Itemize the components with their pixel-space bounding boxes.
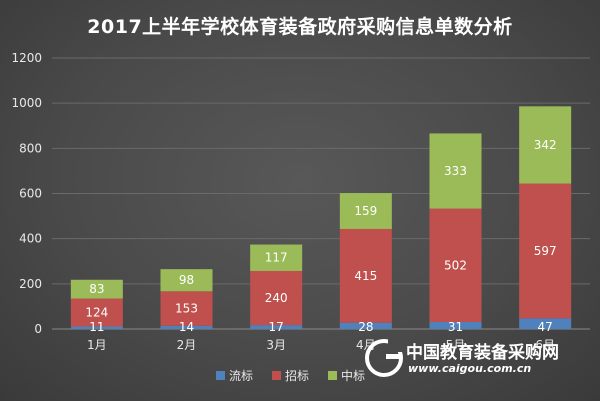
data-label: 240 (265, 291, 288, 305)
data-label: 31 (448, 320, 463, 334)
watermark: 中国教育装备采购网 www.caigou.com.cn (362, 330, 592, 386)
y-tick-label: 0 (34, 322, 42, 336)
watermark-url: www.caigou.com.cn (408, 362, 532, 375)
bar-segment (250, 270, 303, 326)
bar-segment (160, 269, 213, 292)
chart-title: 2017上半年学校体育装备政府采购信息单数分析 (87, 16, 513, 38)
data-label: 11 (89, 320, 104, 334)
data-label: 333 (444, 164, 467, 178)
bar-segment (339, 228, 392, 323)
x-axis: 1月 2月 3月 4月 5月 6月 (87, 338, 555, 352)
gridlines (52, 57, 590, 285)
legend: 流标 招标 中标 (216, 368, 365, 383)
bar-segment (519, 183, 572, 319)
legend-label: 招标 (285, 369, 309, 383)
data-label: 98 (179, 273, 194, 287)
bar-segment (70, 298, 123, 327)
legend-swatch (328, 371, 337, 380)
y-tick-label: 200 (19, 277, 42, 291)
x-tick-label: 5月 (446, 338, 466, 352)
y-tick-label: 800 (19, 141, 42, 155)
x-tick-label: 3月 (266, 338, 286, 352)
legend-label: 流标 (229, 369, 253, 383)
data-label: 47 (538, 320, 553, 334)
legend-swatch (216, 371, 225, 380)
data-label: 342 (534, 138, 557, 152)
x-tick-label: 6月 (535, 338, 555, 352)
data-label: 124 (85, 306, 108, 320)
bar-segment (429, 208, 482, 322)
data-label: 14 (179, 320, 194, 334)
data-label: 415 (354, 269, 377, 283)
bar-segment (429, 133, 482, 209)
data-label: 159 (354, 204, 377, 218)
y-tick-label: 600 (19, 187, 42, 201)
y-axis: 0 200 400 600 800 1000 1200 (11, 51, 590, 336)
bar-segment (429, 321, 482, 329)
bar-segment (519, 106, 572, 184)
y-tick-label: 1200 (11, 51, 42, 65)
y-tick-label: 400 (19, 232, 42, 246)
bar-segment (250, 244, 303, 271)
bar-segment (70, 279, 123, 299)
legend-label: 中标 (341, 368, 365, 383)
data-label: 83 (89, 282, 104, 296)
bar-segment (519, 318, 572, 329)
data-label: 153 (175, 302, 198, 316)
y-tick-label: 1000 (11, 96, 42, 110)
watermark-name: 中国教育装备采购网 (406, 343, 559, 363)
bar-segment (339, 193, 392, 229)
bar-segment (70, 326, 123, 329)
bar-segment (339, 322, 392, 329)
legend-swatch (272, 371, 281, 380)
bar-segment (250, 325, 303, 329)
watermark-logo-icon (365, 338, 406, 377)
bars (70, 106, 572, 329)
data-label: 28 (358, 320, 373, 334)
bar-segment (160, 291, 213, 326)
data-label: 17 (269, 320, 284, 334)
x-tick-label: 1月 (87, 338, 107, 352)
x-tick-label: 2月 (177, 338, 197, 352)
data-label: 502 (444, 258, 467, 272)
bar-segment (160, 325, 213, 329)
data-label: 117 (265, 251, 288, 265)
data-label: 597 (534, 244, 557, 258)
